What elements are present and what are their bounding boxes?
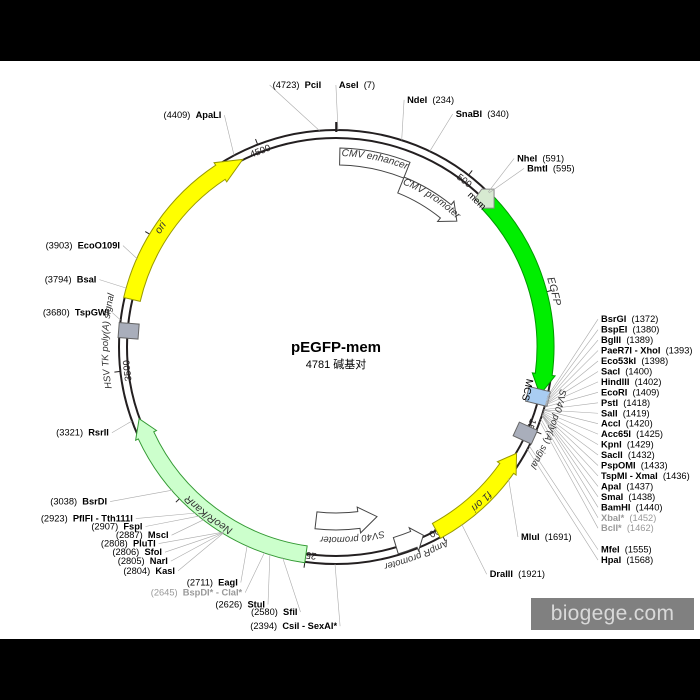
svg-text:SnaBI (340): SnaBI (340) [456, 109, 509, 119]
svg-text:SacII (1432): SacII (1432) [601, 450, 655, 460]
svg-text:pEGFP-mem: pEGFP-mem [291, 339, 381, 356]
svg-text:(3680) TspGWI: (3680) TspGWI [43, 308, 109, 318]
svg-text:BclI* (1462): BclI* (1462) [601, 523, 654, 533]
svg-text:Eco53kI (1398): Eco53kI (1398) [601, 356, 668, 366]
svg-text:(3038) BsrDI: (3038) BsrDI [50, 497, 107, 507]
svg-text:(2580) SfiI: (2580) SfiI [251, 607, 298, 617]
svg-text:BspEI (1380): BspEI (1380) [601, 325, 659, 335]
svg-text:4500: 4500 [249, 143, 273, 161]
svg-text:(2805) NarI: (2805) NarI [118, 556, 168, 566]
svg-text:AccI (1420): AccI (1420) [601, 419, 653, 429]
svg-text:EcoRI (1409): EcoRI (1409) [601, 387, 659, 397]
svg-text:3500: 3500 [121, 359, 134, 381]
svg-text:(3903) EcoO109I: (3903) EcoO109I [46, 241, 120, 251]
svg-text:HindIII (1402): HindIII (1402) [601, 377, 661, 387]
svg-text:SalI (1419): SalI (1419) [601, 408, 650, 418]
svg-text:4781 碱基对: 4781 碱基对 [306, 357, 367, 371]
svg-text:PspOMI (1433): PspOMI (1433) [601, 461, 668, 471]
svg-text:NeoR/KanR: NeoR/KanR [182, 493, 235, 537]
svg-text:(2711) EagI: (2711) EagI [187, 578, 238, 588]
svg-text:(3321) RsrII: (3321) RsrII [56, 428, 109, 438]
svg-text:BglII (1389): BglII (1389) [601, 335, 653, 345]
svg-text:DraIII (1921): DraIII (1921) [490, 569, 545, 579]
svg-text:SV40 promoter: SV40 promoter [319, 528, 386, 545]
svg-text:TspMI - XmaI (1436): TspMI - XmaI (1436) [601, 471, 690, 481]
svg-text:AseI (7): AseI (7) [339, 80, 375, 90]
svg-text:BamHI (1440): BamHI (1440) [601, 502, 663, 512]
svg-text:HpaI (1568): HpaI (1568) [601, 555, 653, 565]
svg-text:(4409) ApaLI: (4409) ApaLI [164, 110, 222, 120]
svg-text:NdeI (234): NdeI (234) [407, 95, 454, 105]
svg-text:NheI (591): NheI (591) [517, 153, 564, 163]
svg-text:Acc65I (1425): Acc65I (1425) [601, 429, 663, 439]
svg-text:(2645) BspDI* - ClaI*: (2645) BspDI* - ClaI* [151, 588, 243, 598]
svg-text:(3794) BsaI: (3794) BsaI [45, 275, 97, 285]
svg-text:(2804) KasI: (2804) KasI [123, 566, 175, 576]
svg-text:SacI (1400): SacI (1400) [601, 366, 652, 376]
svg-text:BmtI (595): BmtI (595) [527, 163, 575, 173]
svg-text:XbaI* (1452): XbaI* (1452) [601, 513, 656, 523]
svg-text:PaeR7I - XhoI (1393): PaeR7I - XhoI (1393) [601, 346, 692, 356]
svg-text:HSV TK poly(A) signal: HSV TK poly(A) signal [100, 292, 117, 390]
svg-text:ApaI (1437): ApaI (1437) [601, 481, 653, 491]
svg-text:PstI (1418): PstI (1418) [601, 398, 650, 408]
svg-text:MluI (1691): MluI (1691) [521, 532, 572, 542]
svg-text:KpnI (1429): KpnI (1429) [601, 440, 654, 450]
svg-text:SmaI (1438): SmaI (1438) [601, 492, 655, 502]
svg-text:MfeI (1555): MfeI (1555) [601, 545, 652, 555]
svg-text:(4723) PciI: (4723) PciI [273, 80, 322, 90]
svg-text:(2394) CsiI - SexAI*: (2394) CsiI - SexAI* [250, 621, 337, 631]
svg-text:BsrGI (1372): BsrGI (1372) [601, 314, 658, 324]
